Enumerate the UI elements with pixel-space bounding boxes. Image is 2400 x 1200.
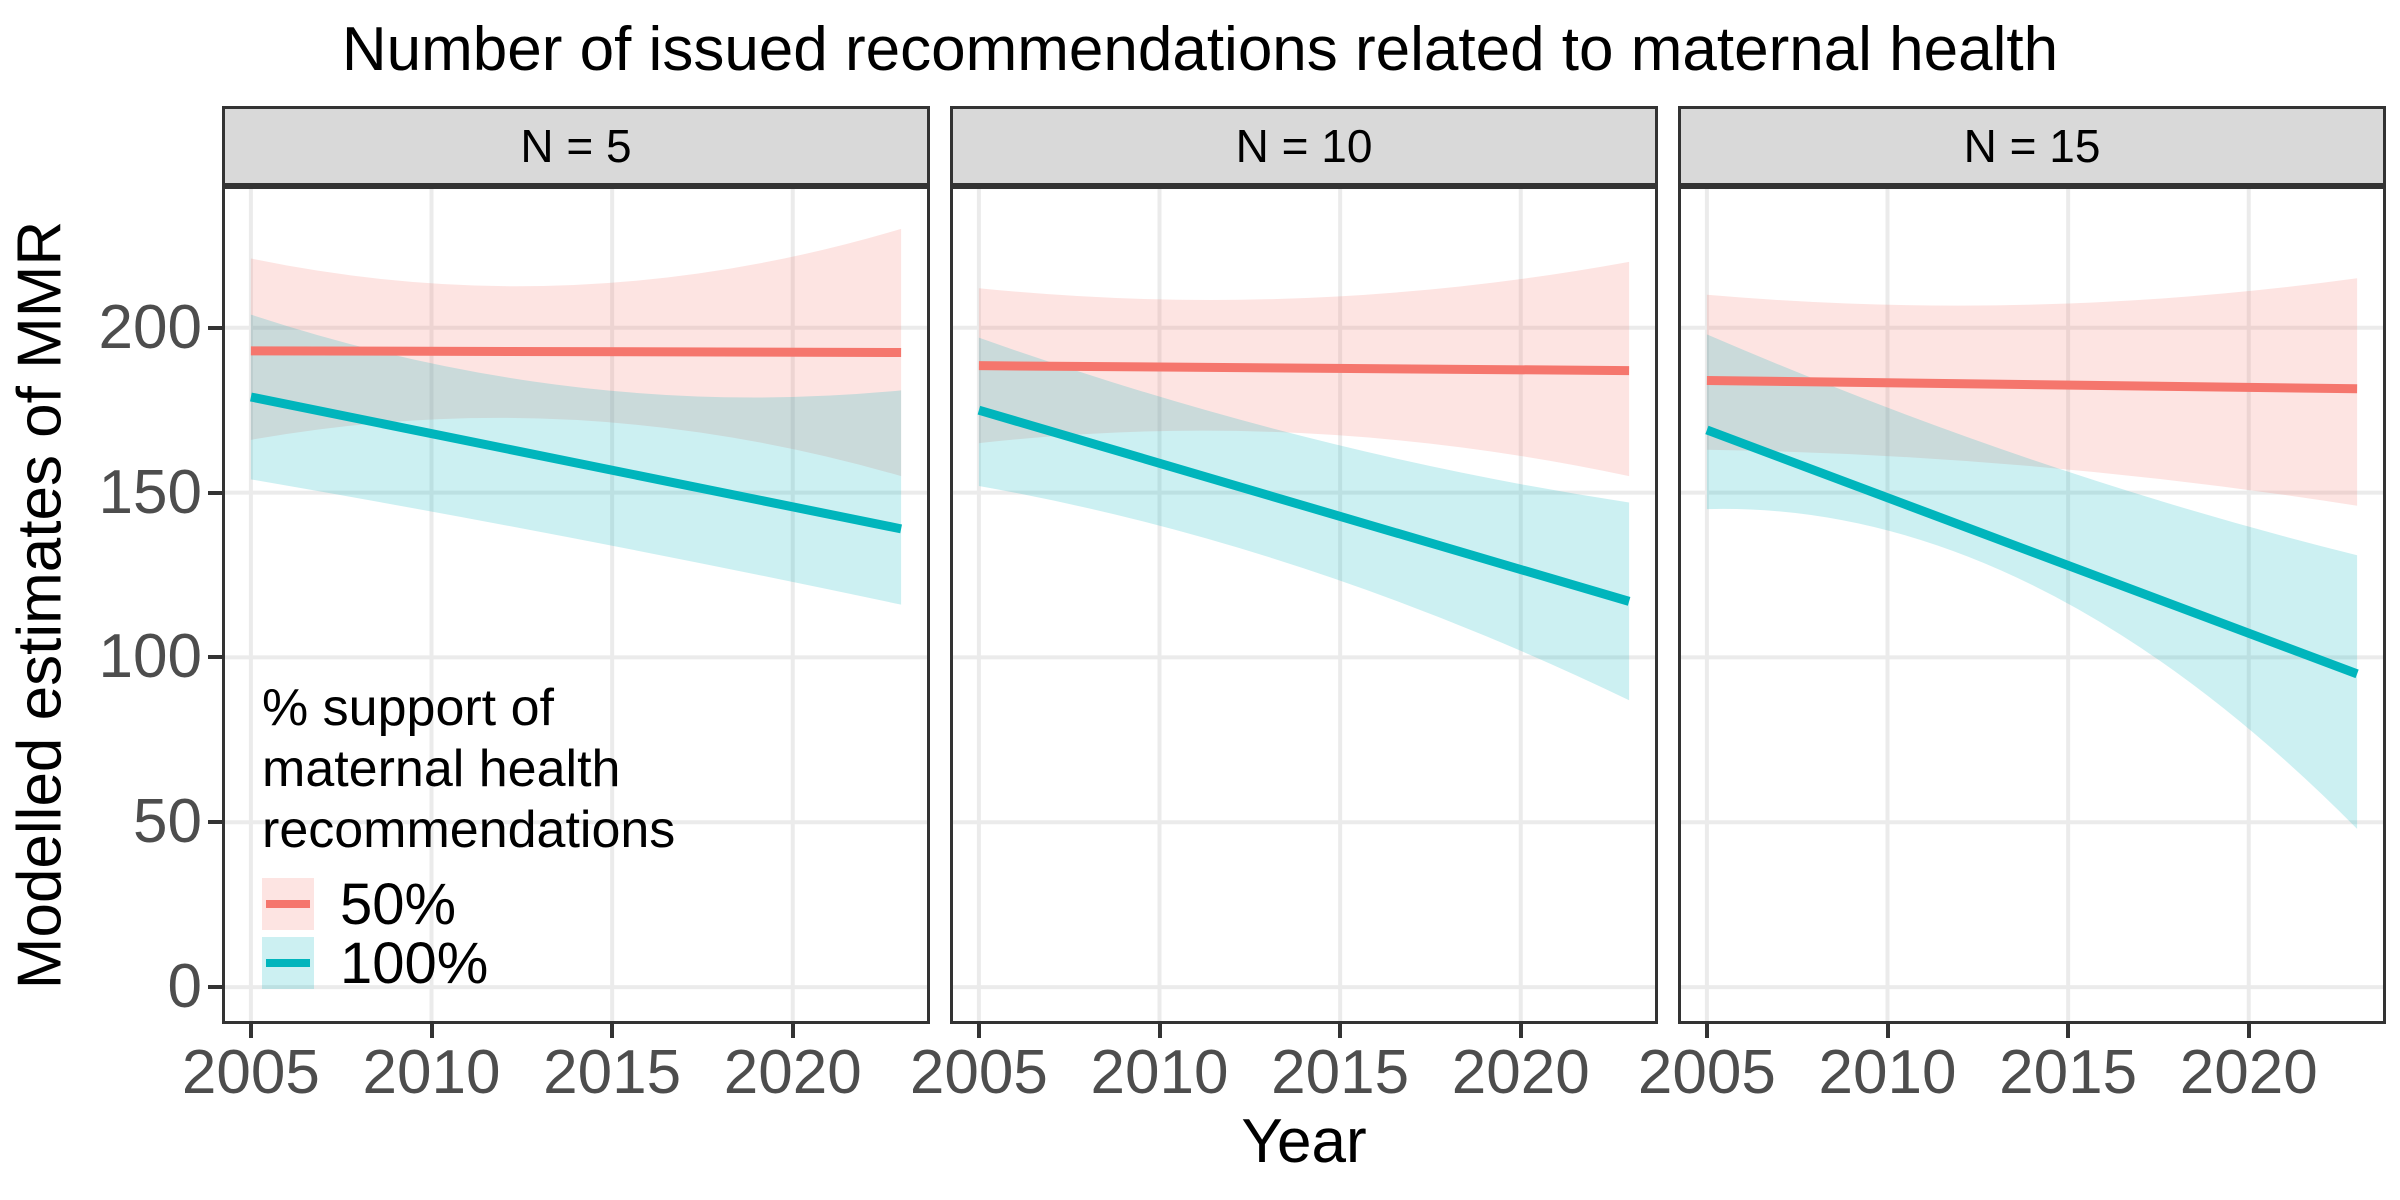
x-tick-label-2015: 2015 [1999,1038,2138,1107]
x-tick-mark [1338,1024,1343,1038]
x-tick-label-2010: 2010 [362,1038,501,1107]
facet-panel-n5 [222,186,930,1024]
x-tick-label-2005: 2005 [181,1038,320,1107]
x-tick-label-2005: 2005 [1637,1038,1776,1107]
trend-line-100% [250,392,902,534]
panel-border [950,186,1658,1024]
legend-row-50: 50% [262,872,675,937]
x-axis-title: Year [1241,1107,1367,1176]
y-tick-label-0: 0 [167,952,202,1022]
panel-border [1678,186,2386,1024]
facet-panel-n10 [950,186,1658,1024]
x-tick-label-2020: 2020 [2179,1038,2318,1107]
facet-panel-n15 [1678,186,2386,1024]
chart-title: Number of issued recommendations related… [341,15,2059,84]
legend-label-50: 50% [340,871,457,937]
y-tick-label-150: 150 [98,457,202,527]
x-tick-mark [2066,1024,2071,1038]
facet-strip-label: N = 15 [1963,120,2101,172]
legend-rows: 50% 100% [262,872,675,996]
x-tick-label-2010: 2010 [1818,1038,1957,1107]
x-tick-mark [248,1024,253,1038]
y-tick-mark [208,820,222,825]
ribbon-100% [978,337,1630,701]
legend-key-100-line-icon [266,959,310,967]
legend-key-100-swatch [262,937,314,989]
facet-strip-label: N = 10 [1235,120,1373,172]
y-tick-mark [208,655,222,660]
y-tick-label-100: 100 [98,622,202,692]
x-tick-label-2005: 2005 [909,1038,1048,1107]
legend-title-line: % support of [262,679,554,737]
y-tick-mark [208,985,222,990]
legend-label-100: 100% [340,930,489,996]
x-tick-label-2015: 2015 [1271,1038,1410,1107]
legend-title-line: maternal health [262,740,621,798]
trend-line-100% [1705,425,2359,679]
y-tick-mark [208,490,222,495]
x-tick-label-2020: 2020 [723,1038,862,1107]
x-tick-mark [2246,1024,2251,1038]
x-tick-mark [1518,1024,1523,1038]
facet-strip-n5: N = 5 [222,106,930,186]
legend-title-line: recommendations [262,801,676,859]
trend-line-50% [978,361,1630,376]
trend-line-50% [1706,376,2358,394]
y-tick-label-50: 50 [133,787,202,857]
x-tick-mark [1704,1024,1709,1038]
trend-line-50% [250,346,902,357]
ribbon-100% [1706,334,2358,829]
y-tick-label-200: 200 [98,292,202,362]
x-tick-mark [790,1024,795,1038]
x-tick-mark [976,1024,981,1038]
legend-row-100: 100% [262,931,675,996]
facet-strip-n15: N = 15 [1678,106,2386,186]
ribbon-50% [1706,278,2358,506]
x-tick-mark [1157,1024,1162,1038]
facet-strip-label: N = 5 [520,120,632,172]
trend-line-100% [977,405,1631,606]
legend-key-50-swatch [262,878,314,930]
facet-strip-n10: N = 10 [950,106,1658,186]
legend: % support of maternal health recommendat… [262,678,675,996]
x-tick-label-2015: 2015 [543,1038,682,1107]
panel-border [222,186,930,1024]
legend-title: % support of maternal health recommendat… [262,678,675,861]
x-tick-label-2020: 2020 [1451,1038,1590,1107]
x-tick-mark [429,1024,434,1038]
legend-key-50-line-icon [266,900,310,908]
x-tick-mark [1885,1024,1890,1038]
y-tick-mark [208,325,222,330]
x-tick-label-2010: 2010 [1090,1038,1229,1107]
x-tick-mark [610,1024,615,1038]
